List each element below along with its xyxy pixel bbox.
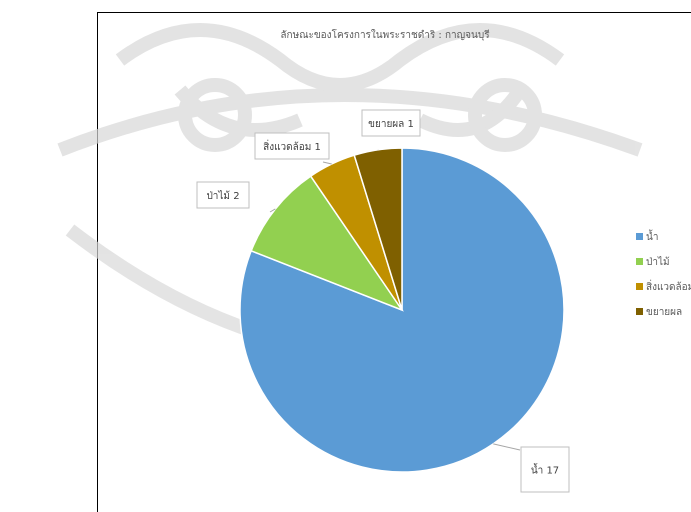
data-label-text: ป่าไม้ 2 [206, 190, 239, 202]
data-label: น้ำ 17 [521, 447, 569, 492]
legend-label: ป่าไม้ [646, 256, 670, 268]
data-label-text: ขยายผล 1 [368, 119, 414, 130]
data-label: ขยายผล 1 [362, 110, 420, 136]
data-label: ป่าไม้ 2 [197, 182, 249, 208]
legend-swatch [636, 308, 643, 315]
legend-swatch [636, 233, 643, 240]
data-label-text: น้ำ 17 [531, 463, 559, 477]
legend-label: สิ่งแวดล้อม [646, 279, 691, 293]
leader-line [323, 162, 332, 164]
leader-line [493, 444, 520, 450]
legend-swatch [636, 283, 643, 290]
legend-label: น้ำ [646, 229, 658, 243]
legend-label: ขยายผล [646, 307, 682, 318]
data-label-text: สิ่งแวดล้อม 1 [263, 139, 321, 153]
pie-slices [240, 148, 564, 472]
chart-title: ลักษณะของโครงการในพระราชดำริ : กาญจนบุรี [280, 28, 490, 41]
data-label: สิ่งแวดล้อม 1 [255, 133, 329, 159]
legend-swatch [636, 258, 643, 265]
